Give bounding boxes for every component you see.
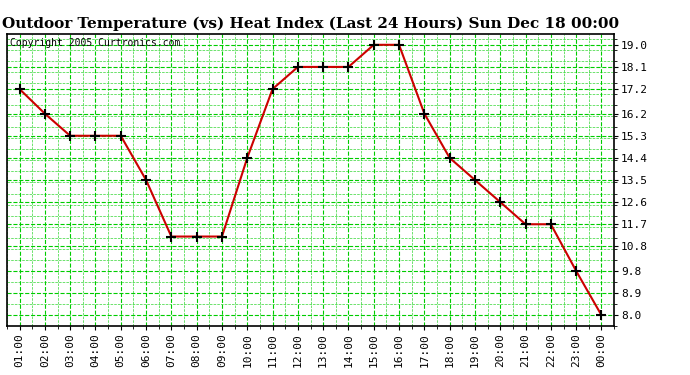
Title: Outdoor Temperature (vs) Heat Index (Last 24 Hours) Sun Dec 18 00:00: Outdoor Temperature (vs) Heat Index (Las…: [2, 17, 619, 31]
Text: Copyright 2005 Curtronics.com: Copyright 2005 Curtronics.com: [10, 38, 180, 48]
